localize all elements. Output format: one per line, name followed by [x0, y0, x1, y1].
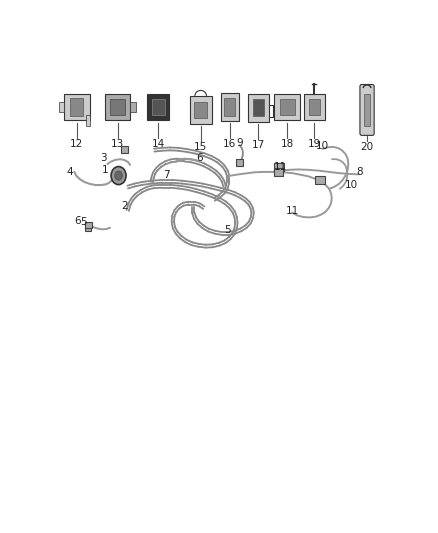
FancyBboxPatch shape [190, 96, 212, 124]
FancyBboxPatch shape [309, 99, 320, 115]
FancyBboxPatch shape [279, 99, 295, 115]
Text: 16: 16 [223, 139, 236, 149]
FancyBboxPatch shape [110, 99, 125, 115]
FancyBboxPatch shape [274, 94, 300, 120]
Text: 10: 10 [316, 141, 329, 151]
FancyBboxPatch shape [105, 94, 130, 120]
Text: 3: 3 [100, 152, 106, 163]
Text: 13: 13 [111, 139, 124, 149]
Bar [85, 222, 92, 228]
Text: 11: 11 [286, 206, 299, 216]
Text: 9: 9 [237, 138, 243, 148]
Text: 18: 18 [281, 139, 294, 149]
Text: 5: 5 [225, 225, 231, 235]
Bar [315, 175, 325, 184]
FancyBboxPatch shape [64, 94, 90, 120]
Text: 15: 15 [194, 142, 207, 152]
Bar [274, 168, 283, 176]
Bar [130, 102, 136, 112]
FancyBboxPatch shape [147, 94, 169, 120]
FancyBboxPatch shape [194, 102, 207, 118]
FancyBboxPatch shape [152, 99, 165, 115]
Text: 6: 6 [74, 216, 81, 226]
Text: 2: 2 [122, 200, 128, 211]
Text: 4: 4 [67, 167, 73, 177]
Text: 20: 20 [360, 142, 374, 152]
Text: 8: 8 [356, 167, 363, 177]
Text: 12: 12 [70, 139, 84, 149]
Text: 6: 6 [197, 154, 203, 163]
Text: 7: 7 [163, 170, 170, 180]
Bar [85, 225, 92, 231]
Text: 10: 10 [345, 180, 358, 190]
Bar [236, 158, 244, 166]
FancyBboxPatch shape [364, 94, 370, 126]
Bar [86, 115, 90, 126]
FancyBboxPatch shape [71, 99, 83, 116]
Text: 17: 17 [252, 140, 265, 150]
FancyBboxPatch shape [360, 84, 374, 135]
Bar [121, 146, 128, 152]
Circle shape [115, 171, 122, 180]
Circle shape [111, 166, 126, 184]
Text: 5: 5 [80, 217, 87, 228]
Text: 11: 11 [274, 161, 287, 172]
FancyBboxPatch shape [253, 99, 264, 116]
FancyBboxPatch shape [248, 94, 269, 122]
Bar [274, 163, 283, 172]
FancyBboxPatch shape [224, 99, 235, 116]
Text: 14: 14 [152, 139, 165, 149]
Bar [60, 102, 64, 112]
FancyBboxPatch shape [221, 93, 239, 121]
Text: 19: 19 [308, 139, 321, 149]
FancyBboxPatch shape [304, 94, 325, 120]
Text: 1: 1 [102, 165, 108, 175]
